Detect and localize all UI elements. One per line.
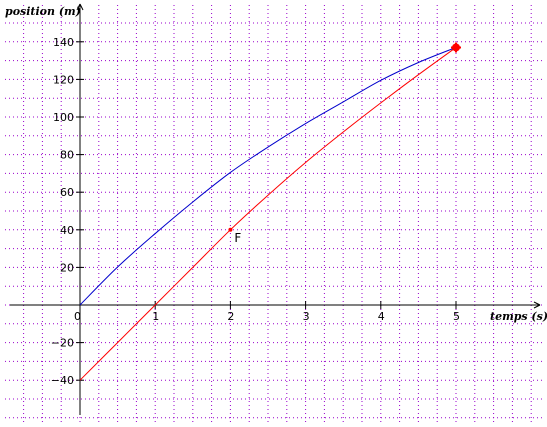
y-tick-label: 80 [60, 149, 74, 162]
x-tick-label: 5 [453, 310, 460, 323]
x-axis-title: temps (s) [490, 310, 547, 323]
x-axis-arrow [533, 301, 541, 309]
x-tick-label: 4 [378, 310, 385, 323]
y-tick-label: 40 [60, 224, 74, 237]
y-tick-label: −20 [51, 337, 74, 350]
y-tick-label: 140 [53, 36, 74, 49]
y-tick-label: 120 [53, 73, 74, 86]
y-tick-label: 100 [53, 111, 74, 124]
tick-labels: 0 1 2 3 4 5 −40 −20 20 40 60 80 100 120 140 [51, 36, 460, 387]
x-tick-label: 0 [74, 310, 81, 323]
x-tick-label: 2 [227, 310, 234, 323]
y-axis-title: position (m) [5, 5, 81, 18]
series-group [79, 46, 457, 381]
series-line [79, 47, 457, 381]
y-tick-label: 60 [60, 186, 74, 199]
series-line [79, 46, 457, 306]
x-tick-label: 1 [152, 310, 159, 323]
x-tick-label: 3 [303, 310, 310, 323]
y-tick-label: 20 [60, 261, 74, 274]
point-label: F [234, 231, 241, 245]
axes [10, 3, 541, 415]
point-marker [228, 227, 233, 232]
grid [5, 5, 542, 422]
y-tick-label: −40 [51, 374, 74, 387]
points-group: F [228, 42, 461, 245]
point-marker-cross [451, 42, 461, 53]
y-axis-arrow [76, 3, 84, 11]
